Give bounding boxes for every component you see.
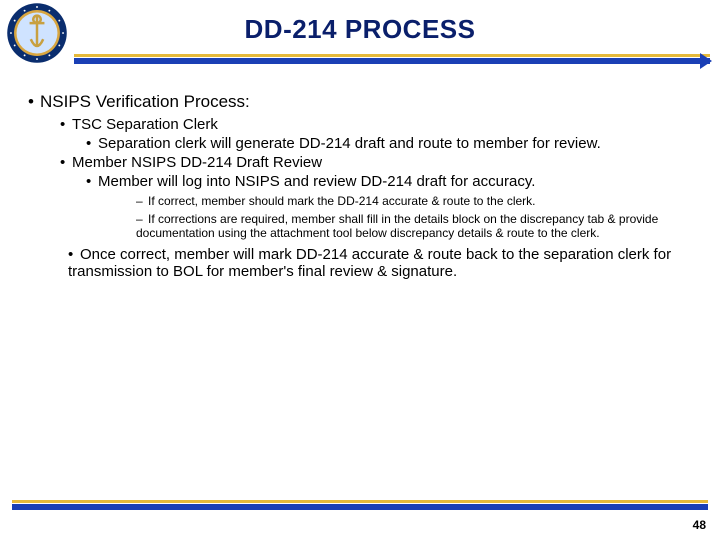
level3-bullet: •Separation clerk will generate DD-214 d… bbox=[86, 135, 700, 152]
footer-underline bbox=[12, 500, 708, 510]
level3-bullet: •Once correct, member will mark DD-214 a… bbox=[68, 246, 700, 280]
dash2-text: If corrections are required, member shal… bbox=[136, 212, 658, 240]
page-number: 48 bbox=[693, 518, 706, 532]
slide-title: DD-214 PROCESS bbox=[0, 0, 720, 45]
level2-bullet: •TSC Separation Clerk bbox=[60, 116, 700, 133]
final-text: Once correct, member will mark DD-214 ac… bbox=[68, 246, 671, 280]
dash-bullet: –If corrections are required, member sha… bbox=[136, 212, 700, 240]
l1-text: NSIPS Verification Process: bbox=[40, 92, 250, 111]
level3-bullet: •Member will log into NSIPS and review D… bbox=[86, 173, 700, 190]
title-underline bbox=[74, 54, 710, 68]
member-header: Member NSIPS DD-214 Draft Review bbox=[72, 154, 322, 171]
dash-bullet: –If correct, member should mark the DD-2… bbox=[136, 194, 700, 208]
tsc-detail: Separation clerk will generate DD-214 dr… bbox=[98, 135, 601, 152]
navy-seal-logo bbox=[6, 2, 68, 64]
tsc-header: TSC Separation Clerk bbox=[72, 116, 218, 133]
arrow-right-icon bbox=[700, 53, 712, 69]
level1-bullet: •NSIPS Verification Process: bbox=[28, 92, 700, 112]
dash1-text: If correct, member should mark the DD-21… bbox=[148, 194, 536, 208]
member-detail: Member will log into NSIPS and review DD… bbox=[98, 173, 535, 190]
slide-body: •NSIPS Verification Process: •TSC Separa… bbox=[28, 92, 700, 282]
level2-bullet: •Member NSIPS DD-214 Draft Review bbox=[60, 154, 700, 171]
